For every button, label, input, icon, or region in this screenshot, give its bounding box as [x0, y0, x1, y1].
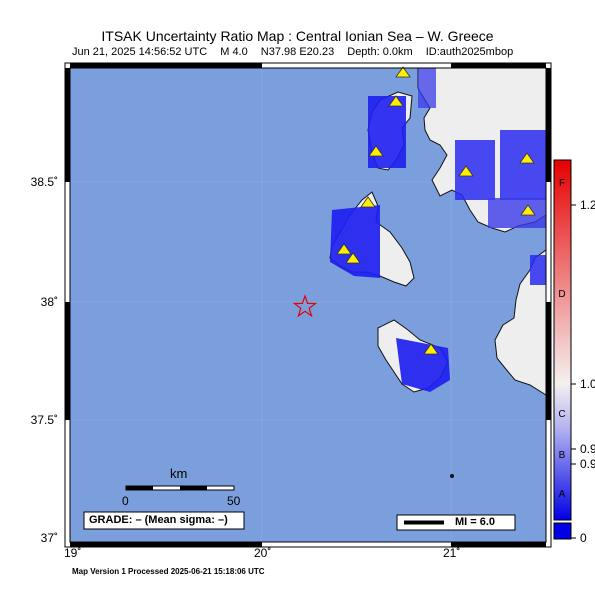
- station-triangle-icon: [423, 343, 439, 355]
- colorbar-letter-c: C: [558, 409, 566, 420]
- lat-label-38-5: 38.5˚: [30, 175, 58, 189]
- uncertainty-cells-kefalonia: [330, 205, 380, 278]
- grade-text: GRADE: – (Mean sigma: –): [89, 514, 228, 526]
- colorbar-value-1-2: 1.2: [580, 198, 595, 212]
- event-location: N37.98 E20.23: [260, 46, 335, 58]
- station-triangle-icon: [388, 95, 404, 107]
- station-triangle-icon: [519, 152, 535, 164]
- epicenter-star-icon: [292, 294, 318, 318]
- station-triangle-icon: [345, 252, 361, 264]
- scale-unit: km: [170, 466, 188, 481]
- station-triangle-icon: [520, 204, 536, 216]
- station-triangle-icon: [395, 66, 411, 78]
- colorbar-letter-a: A: [558, 489, 566, 500]
- lat-label-38: 38˚: [40, 295, 58, 309]
- event-datetime: Jun 21, 2025 14:56:52 UTC: [72, 46, 208, 58]
- colorbar-value-0: 0: [580, 531, 587, 545]
- colorbar-ticks: [571, 204, 576, 539]
- scale-max: 50: [227, 494, 241, 508]
- station-triangle-icon: [360, 196, 376, 208]
- uncertainty-cells-mainland: [418, 68, 546, 285]
- colorbar-value-1-0: 1.0: [580, 377, 595, 391]
- uncertainty-cells-lefkada: [368, 96, 406, 168]
- lat-label-37-5: 37.5˚: [30, 413, 58, 427]
- lat-label-37: 37˚: [40, 531, 58, 545]
- colorbar-zero-swatch: [553, 522, 572, 540]
- colorbar-value-0-9b: 0.9: [580, 457, 595, 471]
- station-triangle-icon: [458, 165, 474, 177]
- stations: [336, 66, 536, 355]
- colorbar-letter-d: D: [558, 289, 566, 300]
- scale-min: 0: [122, 494, 129, 508]
- map-title: ITSAK Uncertainty Ratio Map : Central Io…: [101, 28, 494, 44]
- colorbar: [553, 159, 572, 521]
- colorbar-value-0-9a: 0.9: [580, 442, 595, 456]
- colorbar-letter-f: F: [558, 178, 566, 189]
- lon-label-20: 20˚: [254, 546, 272, 560]
- colorbar-letter-b: B: [558, 450, 566, 461]
- mi-text: MI = 6.0: [455, 516, 496, 528]
- event-id: ID:auth2025mbop: [425, 46, 514, 58]
- islet: [450, 474, 454, 478]
- map-frame: [64, 62, 552, 548]
- mi-legend-box: [396, 514, 516, 531]
- event-depth: Depth: 0.0km: [347, 46, 413, 58]
- scale-bar: [125, 485, 235, 491]
- event-info: Jun 21, 2025 14:56:52 UTC M 4.0 N37.98 E…: [72, 46, 523, 58]
- processing-footer: Map Version 1 Processed 2025-06-21 15:18…: [72, 567, 265, 576]
- event-magnitude: M 4.0: [220, 46, 248, 58]
- station-triangle-icon: [336, 243, 352, 255]
- station-triangle-icon: [368, 145, 384, 157]
- lon-label-19: 19˚: [64, 546, 82, 560]
- grade-box: [83, 511, 245, 530]
- lon-label-21: 21˚: [443, 546, 461, 560]
